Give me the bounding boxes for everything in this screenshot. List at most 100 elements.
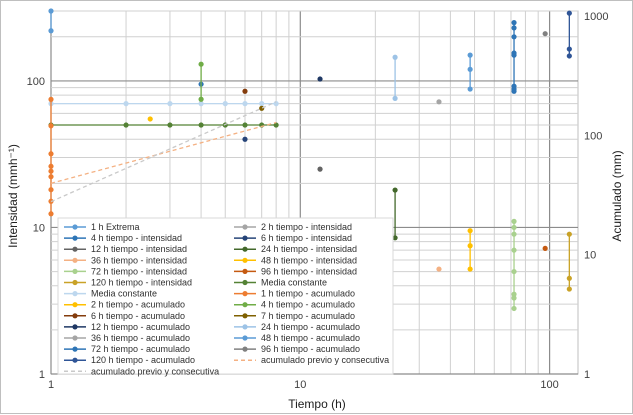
data-point — [566, 10, 572, 16]
data-point — [542, 245, 548, 251]
legend-label: 36 h tiempo - acumulado — [91, 333, 190, 343]
legend-swatch-marker — [72, 279, 78, 286]
legend-swatch-marker — [242, 224, 248, 230]
data-point — [392, 235, 398, 241]
series-line — [50, 121, 277, 184]
data-point — [259, 101, 265, 107]
legend-swatch-marker — [72, 291, 78, 297]
y2-axis-label: Acumulado (mm) — [610, 150, 624, 241]
data-point — [436, 99, 442, 105]
series-line — [50, 101, 277, 203]
ticks: 1 10 100 1 10 100 1 10 100 1000 — [27, 11, 609, 391]
legend-label: Media constante — [261, 278, 327, 288]
legend-swatch-marker — [242, 324, 248, 330]
legend-label: 24 h tiempo - intensidad — [261, 244, 357, 254]
legend-label: 7 h tiempo - acumulado — [261, 311, 355, 321]
data-point — [392, 54, 398, 60]
data-point — [511, 295, 517, 301]
data-point — [511, 231, 517, 237]
data-point — [48, 211, 54, 217]
data-point — [436, 266, 442, 272]
legend-swatch-marker — [72, 257, 78, 263]
legend-label: 6 h tiempo - acumulado — [91, 311, 185, 321]
data-point — [198, 122, 204, 128]
data-point — [48, 163, 54, 169]
x-axis-label: Tiempo (h) — [288, 397, 346, 411]
data-point — [566, 275, 572, 281]
legend-label: 96 h tiempo - acumulado — [261, 344, 360, 354]
data-point — [198, 61, 204, 67]
data-marks — [48, 8, 572, 312]
data-point — [48, 151, 54, 157]
data-point — [511, 218, 517, 224]
legend-swatch-marker — [72, 246, 78, 252]
data-point — [467, 243, 473, 249]
y2-tick-label: 1 — [584, 369, 590, 381]
data-point — [566, 286, 572, 292]
data-point — [392, 187, 398, 193]
legend-label: 48 h tiempo - acumulado — [261, 333, 360, 343]
data-point — [542, 31, 548, 37]
legend-label: 72 h tiempo - acumulado — [91, 344, 190, 354]
legend-swatch-marker — [72, 268, 78, 274]
legend-label: 1 h tiempo - acumulado — [261, 289, 355, 299]
data-point — [48, 168, 54, 174]
y2-tick-label: 100 — [584, 130, 602, 142]
y-tick-label: 100 — [27, 76, 45, 88]
data-point — [467, 86, 473, 92]
y-tick-label: 1 — [39, 369, 45, 381]
data-point — [147, 116, 153, 122]
data-point — [467, 228, 473, 234]
data-point — [48, 8, 54, 14]
data-point — [511, 34, 517, 40]
data-point — [511, 25, 517, 31]
legend-label: 1 h Extrema — [91, 222, 140, 232]
legend-label: 24 h tiempo - acumulado — [261, 322, 360, 332]
legend: 1 h Extrema 2 h tiempo - intensidad 4 h ti… — [57, 217, 394, 376]
legend-swatch-marker — [242, 346, 248, 352]
data-point — [511, 20, 517, 26]
legend-swatch-marker — [72, 324, 78, 330]
legend-label: 6 h tiempo - intensidad — [261, 233, 352, 243]
x-tick-label: 100 — [540, 379, 558, 391]
data-point — [317, 76, 323, 82]
data-point — [392, 95, 398, 101]
legend-swatch-marker — [242, 246, 248, 252]
legend-label: 12 h tiempo - acumulado — [91, 322, 190, 332]
legend-label: 36 h tiempo - intensidad — [91, 255, 187, 265]
legend-label: 4 h tiempo - acumulado — [261, 300, 355, 310]
data-point — [198, 101, 204, 107]
data-point — [123, 101, 129, 107]
data-point — [48, 187, 54, 193]
data-point — [242, 88, 248, 94]
data-point — [273, 101, 279, 107]
legend-label: 120 h tiempo - acumulado — [91, 355, 195, 365]
legend-label: 48 h tiempo - intensidad — [261, 255, 357, 265]
legend-label: 72 h tiempo - intensidad — [91, 266, 187, 276]
legend-swatch-marker — [72, 235, 78, 241]
legend-swatch-marker — [242, 268, 248, 274]
legend-label: Media constante — [91, 289, 157, 299]
legend-swatch-marker — [242, 335, 248, 341]
x-tick-label: 10 — [294, 379, 306, 391]
data-point — [317, 166, 323, 172]
data-point — [511, 305, 517, 312]
data-point — [273, 122, 279, 128]
legend-swatch-marker — [242, 235, 248, 241]
legend-swatch-marker — [72, 313, 78, 319]
y2-tick-label: 10 — [584, 250, 596, 262]
data-point — [48, 174, 54, 180]
legend-label: 2 h tiempo - acumulado — [91, 300, 185, 310]
data-point — [467, 52, 473, 58]
data-point — [511, 247, 517, 253]
legend-swatch-marker — [242, 313, 248, 319]
data-point — [467, 66, 473, 72]
data-point — [566, 231, 572, 237]
data-point — [123, 122, 129, 128]
legend-label: acumulado previo y consecutiva — [261, 355, 389, 365]
legend-box — [57, 217, 394, 375]
data-point — [167, 122, 173, 128]
data-point — [222, 101, 228, 107]
